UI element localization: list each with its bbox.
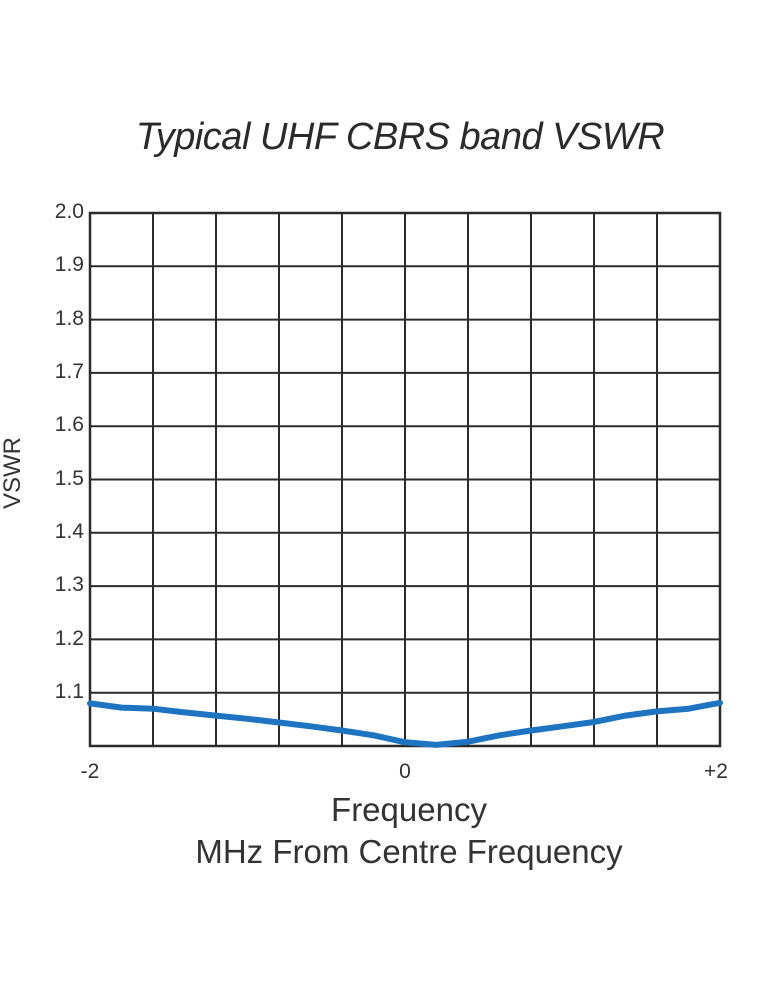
y-tick: 2.0 <box>54 200 84 223</box>
grid-lines <box>90 213 720 746</box>
x-axis-sublabel: MHz From Centre Frequency <box>195 833 623 870</box>
x-tick: -2 <box>80 760 100 783</box>
y-tick: 1.9 <box>54 253 84 276</box>
chart-title: Typical UHF CBRS band VSWR <box>135 116 665 158</box>
y-tick: 1.1 <box>54 680 84 703</box>
y-tick: 1.4 <box>54 520 84 543</box>
vswr-curve <box>87 699 723 748</box>
x-tick: 0 <box>399 760 411 783</box>
y-tick: 1.7 <box>54 360 84 383</box>
plot-frame <box>88 211 722 748</box>
y-tick: 1.8 <box>54 307 84 330</box>
x-axis-label: Frequency <box>331 791 487 828</box>
y-tick: 1.2 <box>54 627 84 650</box>
y-tick: 1.5 <box>54 467 84 490</box>
y-tick: 1.6 <box>54 413 84 436</box>
y-tick: 1.3 <box>54 573 84 596</box>
x-tick: +2 <box>704 760 728 783</box>
